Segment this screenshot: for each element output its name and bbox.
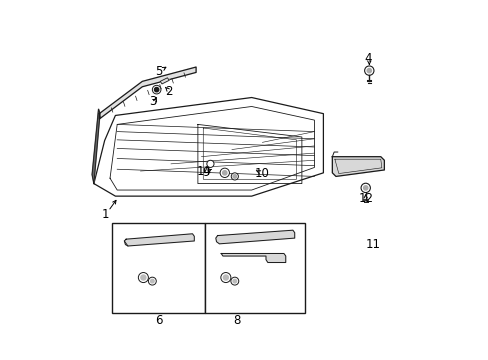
Circle shape xyxy=(223,275,228,280)
Circle shape xyxy=(233,175,236,178)
Circle shape xyxy=(233,279,236,283)
Text: 5: 5 xyxy=(155,65,163,78)
Circle shape xyxy=(150,279,154,283)
Circle shape xyxy=(138,273,148,283)
Text: 10: 10 xyxy=(254,167,268,180)
Circle shape xyxy=(363,186,367,190)
Text: 7: 7 xyxy=(150,225,158,238)
Polygon shape xyxy=(99,67,196,119)
Circle shape xyxy=(230,277,238,285)
Text: 8: 8 xyxy=(233,314,241,327)
Circle shape xyxy=(154,87,159,92)
Circle shape xyxy=(141,275,145,280)
Text: 12: 12 xyxy=(135,285,149,298)
Text: 11: 11 xyxy=(365,238,380,251)
Text: 13: 13 xyxy=(228,287,243,300)
Circle shape xyxy=(220,168,229,177)
Polygon shape xyxy=(215,230,294,244)
Text: 13: 13 xyxy=(146,287,161,300)
Bar xyxy=(112,223,204,313)
Circle shape xyxy=(366,68,371,73)
Text: 12: 12 xyxy=(217,285,232,298)
Circle shape xyxy=(222,171,226,175)
Text: 4: 4 xyxy=(364,51,371,64)
Polygon shape xyxy=(124,234,194,246)
Circle shape xyxy=(231,173,238,180)
Polygon shape xyxy=(221,253,285,262)
Text: 12: 12 xyxy=(358,192,372,205)
Polygon shape xyxy=(332,157,384,176)
Circle shape xyxy=(360,183,369,193)
Text: 1: 1 xyxy=(102,208,109,221)
Polygon shape xyxy=(160,78,169,84)
Circle shape xyxy=(221,273,230,283)
Circle shape xyxy=(206,160,214,167)
Text: 3: 3 xyxy=(149,95,157,108)
Text: 9: 9 xyxy=(202,166,209,179)
Text: 14: 14 xyxy=(197,165,211,177)
Circle shape xyxy=(152,85,161,94)
Circle shape xyxy=(148,277,156,285)
Text: 6: 6 xyxy=(154,314,162,327)
Polygon shape xyxy=(92,109,100,184)
Bar xyxy=(204,223,305,313)
Circle shape xyxy=(364,66,373,75)
Text: 2: 2 xyxy=(165,85,173,98)
Polygon shape xyxy=(94,98,323,196)
